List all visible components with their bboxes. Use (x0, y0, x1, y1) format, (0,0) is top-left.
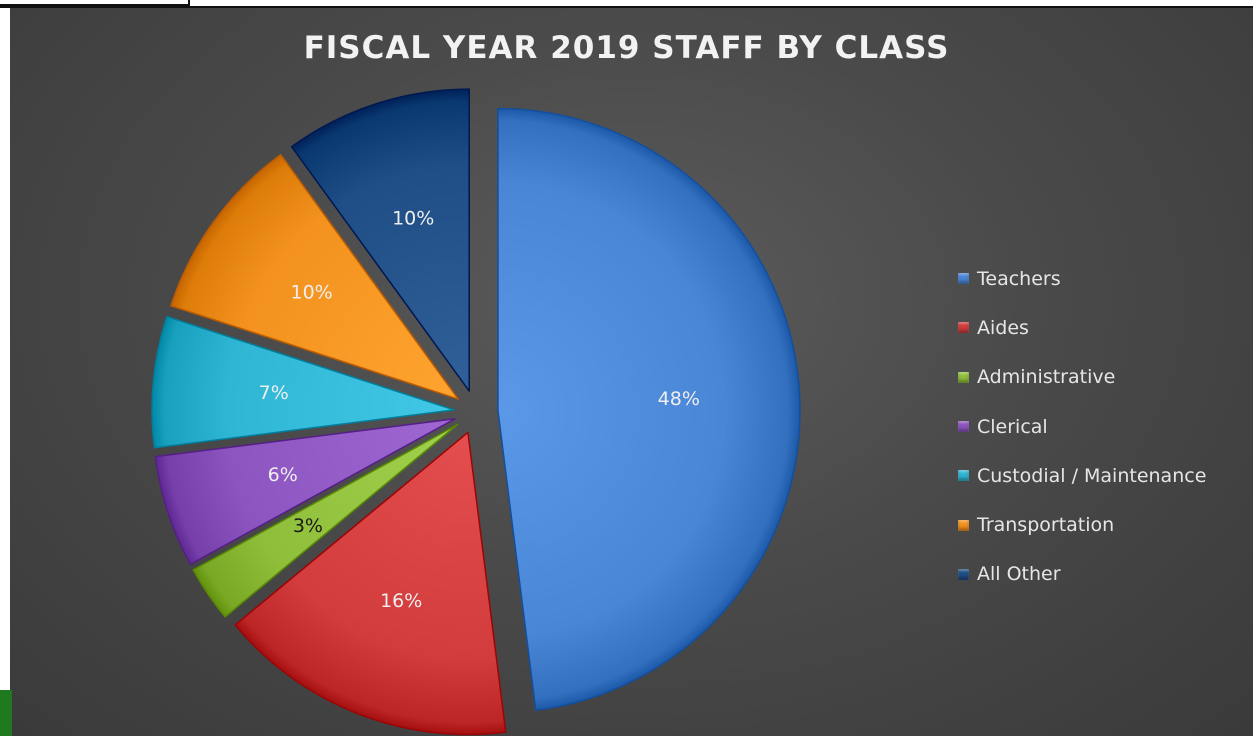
legend-item-all-other: All Other (958, 550, 1206, 599)
pie-slices (151, 88, 801, 736)
legend-item-aides: Aides (958, 303, 1206, 352)
legend-swatch-administrative (958, 371, 969, 383)
pie-slice-transportation (170, 153, 459, 400)
pie-slice-all-other (290, 88, 470, 392)
legend-label-clerical: Clerical (977, 415, 1048, 438)
legend-swatch-transportation (958, 519, 969, 531)
pie-slice-teachers (497, 107, 801, 711)
data-label-transportation: 10% (290, 282, 332, 304)
legend-item-teachers: Teachers (958, 254, 1206, 303)
chart-legend: Teachers Aides Administrative Clerical Custo… (958, 254, 1206, 599)
pie-data-labels: 48% 16% 3% 6% 7% 10% 10% (259, 208, 700, 612)
top-tab (0, 0, 190, 6)
legend-swatch-custodial-maintenance (958, 470, 969, 482)
legend-item-administrative: Administrative (958, 353, 1206, 402)
legend-swatch-aides (958, 322, 969, 334)
data-label-aides: 16% (380, 590, 422, 612)
legend-swatch-teachers (958, 273, 969, 285)
pie-slice-aides (234, 431, 507, 736)
pie-slice-administrative (192, 423, 459, 618)
legend-label-transportation: Transportation (977, 514, 1115, 537)
pie-slice-custodial-maintenance (151, 315, 455, 449)
green-edge-strip (0, 690, 12, 736)
top-rule (0, 0, 1253, 8)
legend-swatch-clerical (958, 421, 969, 433)
data-label-clerical: 6% (268, 464, 298, 486)
legend-label-custodial-maintenance: Custodial / Maintenance (977, 464, 1207, 487)
legend-label-all-other: All Other (977, 563, 1061, 586)
legend-label-teachers: Teachers (977, 267, 1061, 290)
legend-item-custodial-maintenance: Custodial / Maintenance (958, 451, 1206, 500)
data-label-custodial-maintenance: 7% (259, 382, 289, 404)
data-label-all-other: 10% (392, 208, 434, 230)
legend-item-transportation: Transportation (958, 500, 1206, 549)
data-label-administrative: 3% (293, 515, 323, 537)
pie-slice-clerical (154, 418, 456, 566)
legend-label-administrative: Administrative (977, 366, 1116, 389)
legend-item-clerical: Clerical (958, 402, 1206, 451)
legend-label-aides: Aides (977, 316, 1029, 339)
chart-title: FISCAL YEAR 2019 STAFF BY CLASS (303, 30, 950, 66)
data-label-teachers: 48% (658, 388, 700, 410)
legend-swatch-all-other (958, 568, 969, 580)
